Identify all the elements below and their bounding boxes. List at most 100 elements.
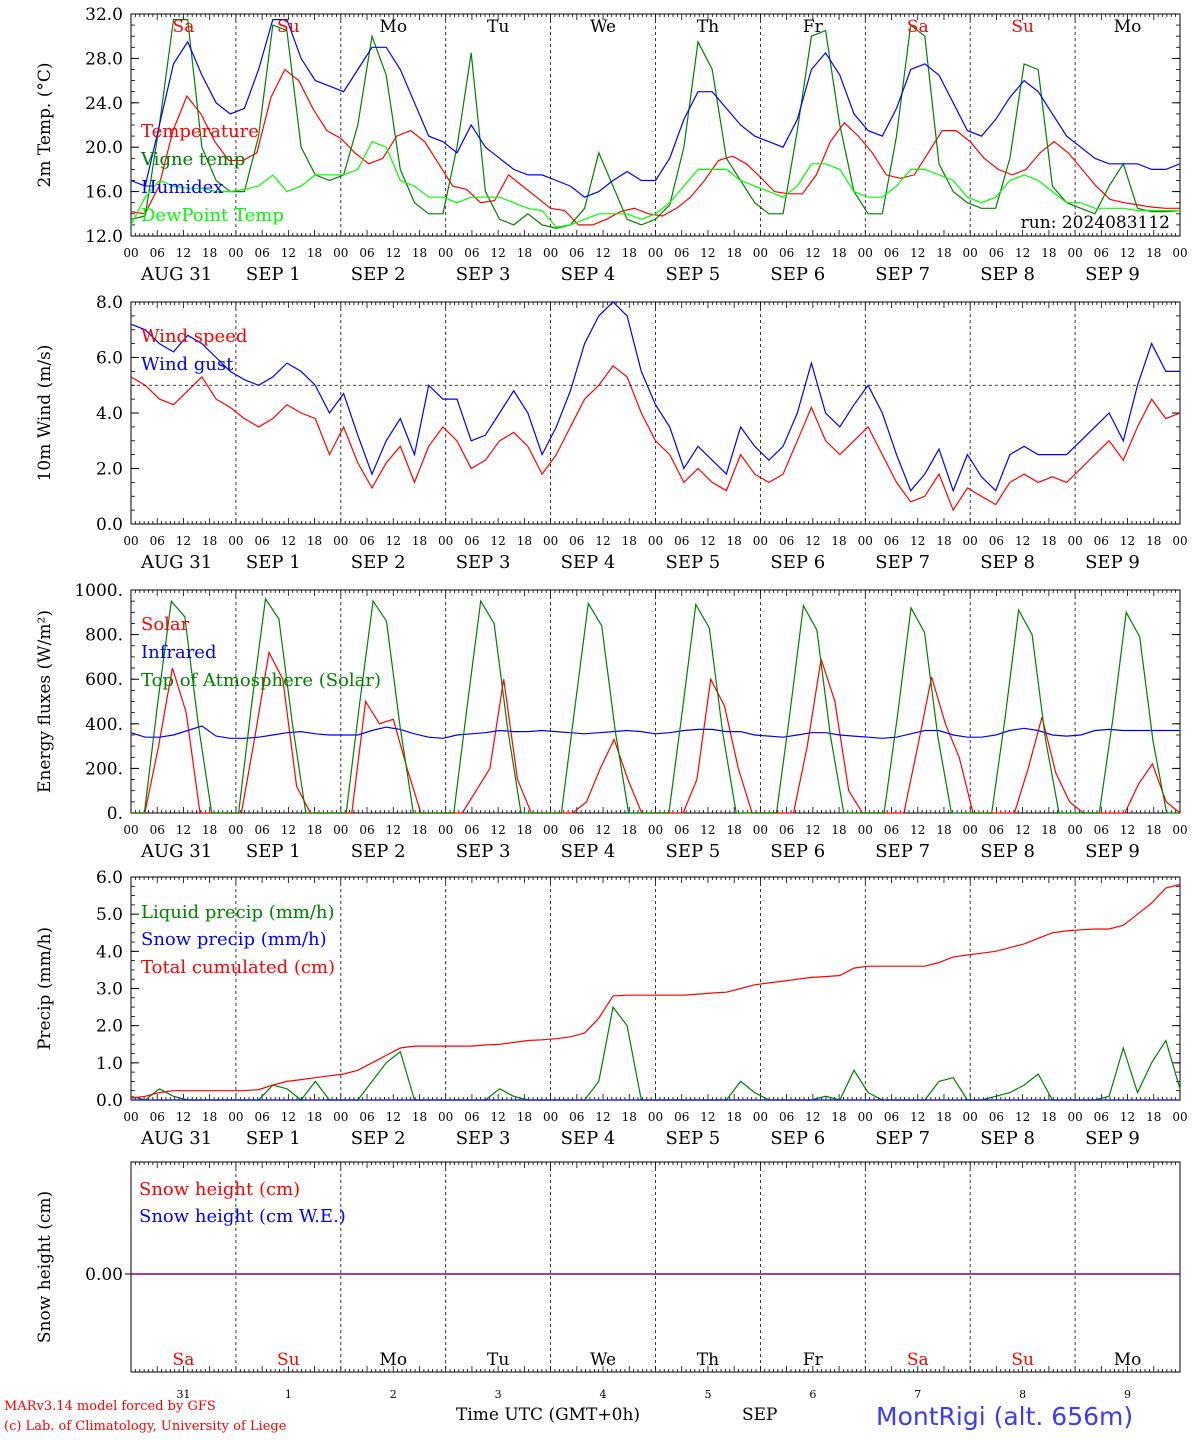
plot-frame — [130, 589, 1181, 814]
day-number: 6 — [809, 1388, 816, 1401]
hour-tick-label: 00 — [333, 823, 348, 837]
hour-tick-label: 00 — [123, 823, 138, 837]
hour-tick-label: 00 — [858, 246, 873, 260]
y-tick-label: 6.0 — [96, 868, 123, 888]
weekday-label: Su — [277, 17, 300, 37]
hour-tick-label: 06 — [674, 1110, 689, 1124]
hour-tick-label: 12 — [281, 823, 296, 837]
hour-tick-label: 18 — [202, 823, 217, 837]
y-tick-label: 20.0 — [85, 138, 123, 158]
y-tick-label: 600. — [85, 670, 123, 690]
y-tick-label: 5.0 — [96, 905, 123, 925]
hour-tick-label: 12 — [1015, 823, 1030, 837]
hour-tick-label: 06 — [464, 246, 479, 260]
hour-tick-label: 12 — [281, 246, 296, 260]
hour-tick-label: 18 — [1146, 1110, 1161, 1124]
hour-tick-label: 12 — [386, 534, 401, 548]
hour-tick-label: 18 — [727, 534, 742, 548]
y-tick-label: 800. — [85, 626, 123, 646]
day-label: SEP 3 — [456, 264, 511, 285]
hour-tick-label: 18 — [202, 534, 217, 548]
day-label: SEP 5 — [666, 841, 721, 862]
y-tick-label: 6.0 — [96, 349, 123, 369]
weekday-label: Th — [697, 17, 719, 37]
hour-tick-label: 06 — [779, 246, 794, 260]
hour-tick-label: 12 — [805, 1110, 820, 1124]
day-number: 4 — [600, 1388, 607, 1401]
hour-tick-label: 06 — [569, 534, 584, 548]
hour-tick-label: 06 — [1094, 1110, 1109, 1124]
hour-tick-label: 06 — [989, 1110, 1004, 1124]
day-label: SEP 1 — [246, 552, 301, 573]
hour-tick-label: 12 — [386, 823, 401, 837]
day-label: SEP 7 — [875, 552, 930, 573]
weekday-label: Tu — [487, 1350, 509, 1370]
hour-tick-label: 18 — [412, 1110, 427, 1124]
day-label: SEP 9 — [1085, 552, 1140, 573]
hour-tick-label: 12 — [491, 534, 506, 548]
run-label: run: 2024083112 — [1021, 213, 1170, 233]
hour-tick-label: 00 — [333, 534, 348, 548]
weekday-label: Sa — [907, 1350, 929, 1370]
hour-tick-label: 06 — [779, 534, 794, 548]
legend-entry: Vigne temp — [140, 149, 245, 170]
hour-tick-label: 18 — [1146, 823, 1161, 837]
hour-tick-label: 12 — [281, 1110, 296, 1124]
weekday-label: We — [590, 17, 616, 37]
panel-2: 0.0 2.0 4.0 6.0 8.0 10m Wind (m/s) Wind speed W… — [35, 293, 1188, 573]
hour-tick-label: 06 — [1094, 823, 1109, 837]
day-label: SEP 8 — [980, 1128, 1035, 1149]
hour-tick-label: 18 — [202, 1110, 217, 1124]
legend-entry: Top of Atmosphere (Solar) — [141, 670, 381, 691]
weekday-label: Mo — [1114, 1350, 1142, 1370]
hour-tick-label: 12 — [910, 823, 925, 837]
hour-tick-label: 12 — [176, 246, 191, 260]
hour-tick-label: 12 — [491, 1110, 506, 1124]
hour-tick-label: 18 — [412, 823, 427, 837]
day-number: 5 — [704, 1388, 711, 1401]
hour-tick-label: 12 — [491, 246, 506, 260]
day-number: 7 — [914, 1388, 921, 1401]
hour-tick-label: 06 — [569, 823, 584, 837]
hour-tick-label: 06 — [464, 534, 479, 548]
hour-tick-label: 12 — [910, 1110, 925, 1124]
day-label: AUG 31 — [140, 264, 212, 285]
day-label: SEP 1 — [246, 841, 301, 862]
hour-tick-label: 18 — [307, 1110, 322, 1124]
hour-tick-label: 12 — [176, 823, 191, 837]
hour-tick-label: 00 — [333, 1110, 348, 1124]
hour-tick-label: 12 — [595, 534, 610, 548]
panel-5: 0.00 Snow height (cm) Snow height (cm) Snow… — [35, 1161, 1181, 1373]
hour-tick-label: 12 — [700, 246, 715, 260]
credit-line-2: (c) Lab. of Climatology, University of L… — [4, 1419, 287, 1434]
day-label: SEP 2 — [351, 1128, 406, 1149]
weekday-label: Sa — [173, 17, 195, 37]
hour-tick-label: 18 — [727, 246, 742, 260]
weekday-label: Mo — [379, 17, 407, 37]
hour-tick-label: 06 — [359, 246, 374, 260]
day-label: SEP 9 — [1085, 841, 1140, 862]
hour-tick-label: 06 — [464, 823, 479, 837]
hour-tick-label: 18 — [1041, 534, 1056, 548]
hour-tick-label: 06 — [254, 823, 269, 837]
hour-tick-label: 18 — [936, 823, 951, 837]
hour-tick-label: 18 — [622, 1110, 637, 1124]
day-label: SEP 8 — [980, 264, 1035, 285]
hour-tick-label: 06 — [674, 534, 689, 548]
day-label: SEP 7 — [875, 264, 930, 285]
legend-entry: Humidex — [141, 177, 223, 198]
series-line-2 — [130, 725, 1180, 739]
series-line-3 — [131, 597, 1180, 814]
hour-tick-label: 12 — [910, 246, 925, 260]
hour-tick-label: 06 — [359, 534, 374, 548]
hour-tick-label: 06 — [359, 1110, 374, 1124]
y-tick-label: 28.0 — [85, 49, 123, 69]
credit-line-1: MARv3.14 model forced by GFS — [4, 1399, 216, 1414]
day-number: 2 — [390, 1388, 397, 1401]
hour-tick-label: 00 — [333, 246, 348, 260]
hour-tick-label: 12 — [595, 823, 610, 837]
hour-tick-label: 06 — [569, 1110, 584, 1124]
hour-tick-label: 18 — [517, 823, 532, 837]
hour-tick-label: 12 — [805, 534, 820, 548]
hour-tick-label: 18 — [831, 1110, 846, 1124]
